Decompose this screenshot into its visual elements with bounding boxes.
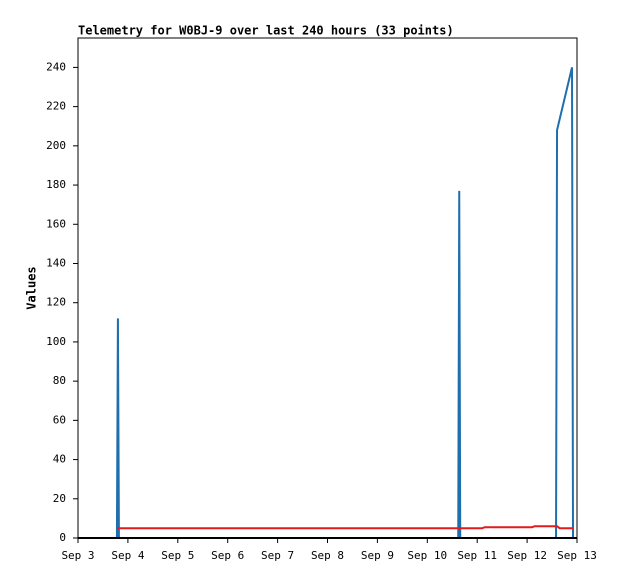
x-tick-label: Sep 9 xyxy=(361,549,394,562)
y-tick-label: 180 xyxy=(46,178,66,191)
x-tick-label: Sep 8 xyxy=(311,549,344,562)
plot-frame xyxy=(77,37,578,539)
y-tick-label: 80 xyxy=(53,374,66,387)
y-tick-label: 140 xyxy=(46,256,66,269)
chart-title: Telemetry for W0BJ-9 over last 240 hours… xyxy=(78,24,454,38)
y-tick-label: 0 xyxy=(59,531,66,544)
y-tick-label: 200 xyxy=(46,139,66,152)
y-tick-label: 40 xyxy=(53,453,66,466)
x-tick-label: Sep 10 xyxy=(407,549,447,562)
y-tick-label: 20 xyxy=(53,492,66,505)
x-tick-label: Sep 4 xyxy=(111,549,144,562)
y-tick-label: 120 xyxy=(46,296,66,309)
x-tick-label: Sep 3 xyxy=(61,549,94,562)
y-tick-label: 220 xyxy=(46,100,66,113)
y-tick-label: 100 xyxy=(46,335,66,348)
x-tick-label: Sep 7 xyxy=(261,549,294,562)
y-tick-label: 60 xyxy=(53,413,66,426)
x-tick-label: Sep 13 xyxy=(557,549,597,562)
x-tick-label: Sep 6 xyxy=(211,549,244,562)
series-line xyxy=(115,67,575,539)
x-tick-label: Sep 12 xyxy=(507,549,547,562)
x-tick-label: Sep 5 xyxy=(161,549,194,562)
y-tick-label: 160 xyxy=(46,217,66,230)
x-tick-label: Sep 11 xyxy=(457,549,497,562)
series-line xyxy=(116,525,574,530)
y-tick-label: 240 xyxy=(46,60,66,73)
y-axis-label: Values xyxy=(25,266,39,309)
